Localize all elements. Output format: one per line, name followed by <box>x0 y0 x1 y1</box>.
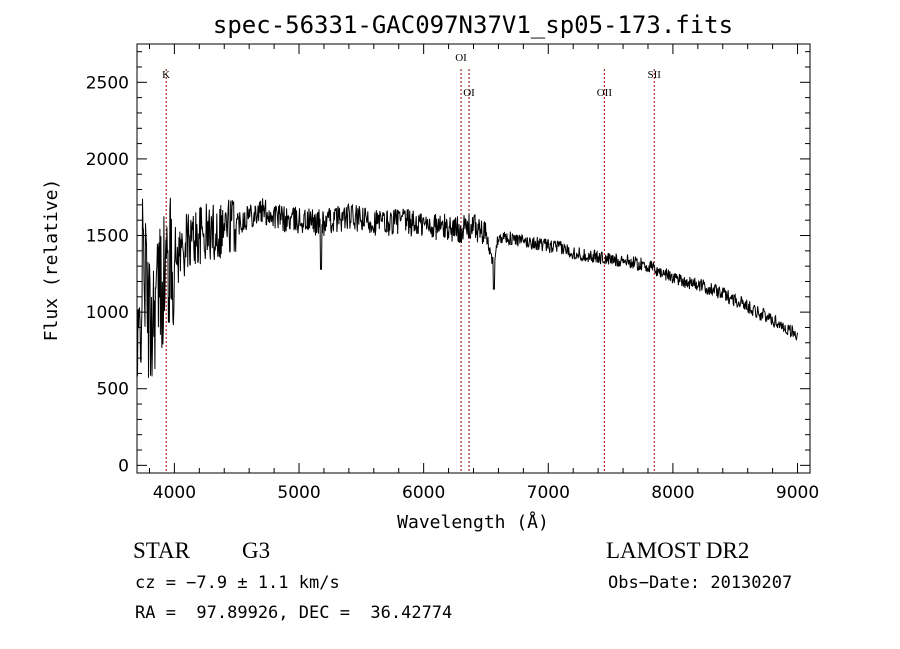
marker-label: OI <box>455 52 467 64</box>
object-type: STAR <box>133 538 190 563</box>
x-tick-label: 8000 <box>651 483 694 503</box>
spectrum-line <box>136 197 798 378</box>
y-tick-label: 1000 <box>86 303 129 323</box>
y-tick-label: 0 <box>118 456 129 476</box>
marker-label: SII <box>647 69 661 81</box>
coordinates: RA = 97.89926, DEC = 36.42774 <box>135 603 453 623</box>
redshift-value: cz = −7.9 ± 1.1 km/s <box>135 573 340 593</box>
spectral-line-markers: K OI OI OII SII <box>162 52 661 473</box>
x-axis-label: Wavelength (Å) <box>397 511 549 533</box>
plot-frame <box>136 43 811 474</box>
x-tick-label: 4000 <box>153 483 196 503</box>
x-tick-label: 7000 <box>527 483 570 503</box>
y-tick-label: 1500 <box>86 227 129 247</box>
x-tick-label: 5000 <box>277 483 320 503</box>
marker-label: OII <box>597 87 613 99</box>
x-tick-label: 6000 <box>402 483 445 503</box>
y-tick-label: 2500 <box>86 73 129 93</box>
survey-name: LAMOST DR2 <box>606 538 750 563</box>
chart-title: spec-56331-GAC097N37V1_sp05-173.fits <box>213 11 733 39</box>
y-axis-label: Flux (relative) <box>41 179 62 342</box>
y-tick-label: 2000 <box>86 150 129 170</box>
observation-date: Obs−Date: 20130207 <box>608 573 793 593</box>
x-tick-label: 9000 <box>776 483 819 503</box>
object-subclass: G3 <box>242 538 271 563</box>
axis-ticks: 4000 5000 6000 7000 8000 9000 0 500 1000 1500 2000… <box>86 44 819 503</box>
y-tick-label: 500 <box>97 380 129 400</box>
marker-label: K <box>162 69 170 81</box>
marker-label: OI <box>463 87 475 99</box>
